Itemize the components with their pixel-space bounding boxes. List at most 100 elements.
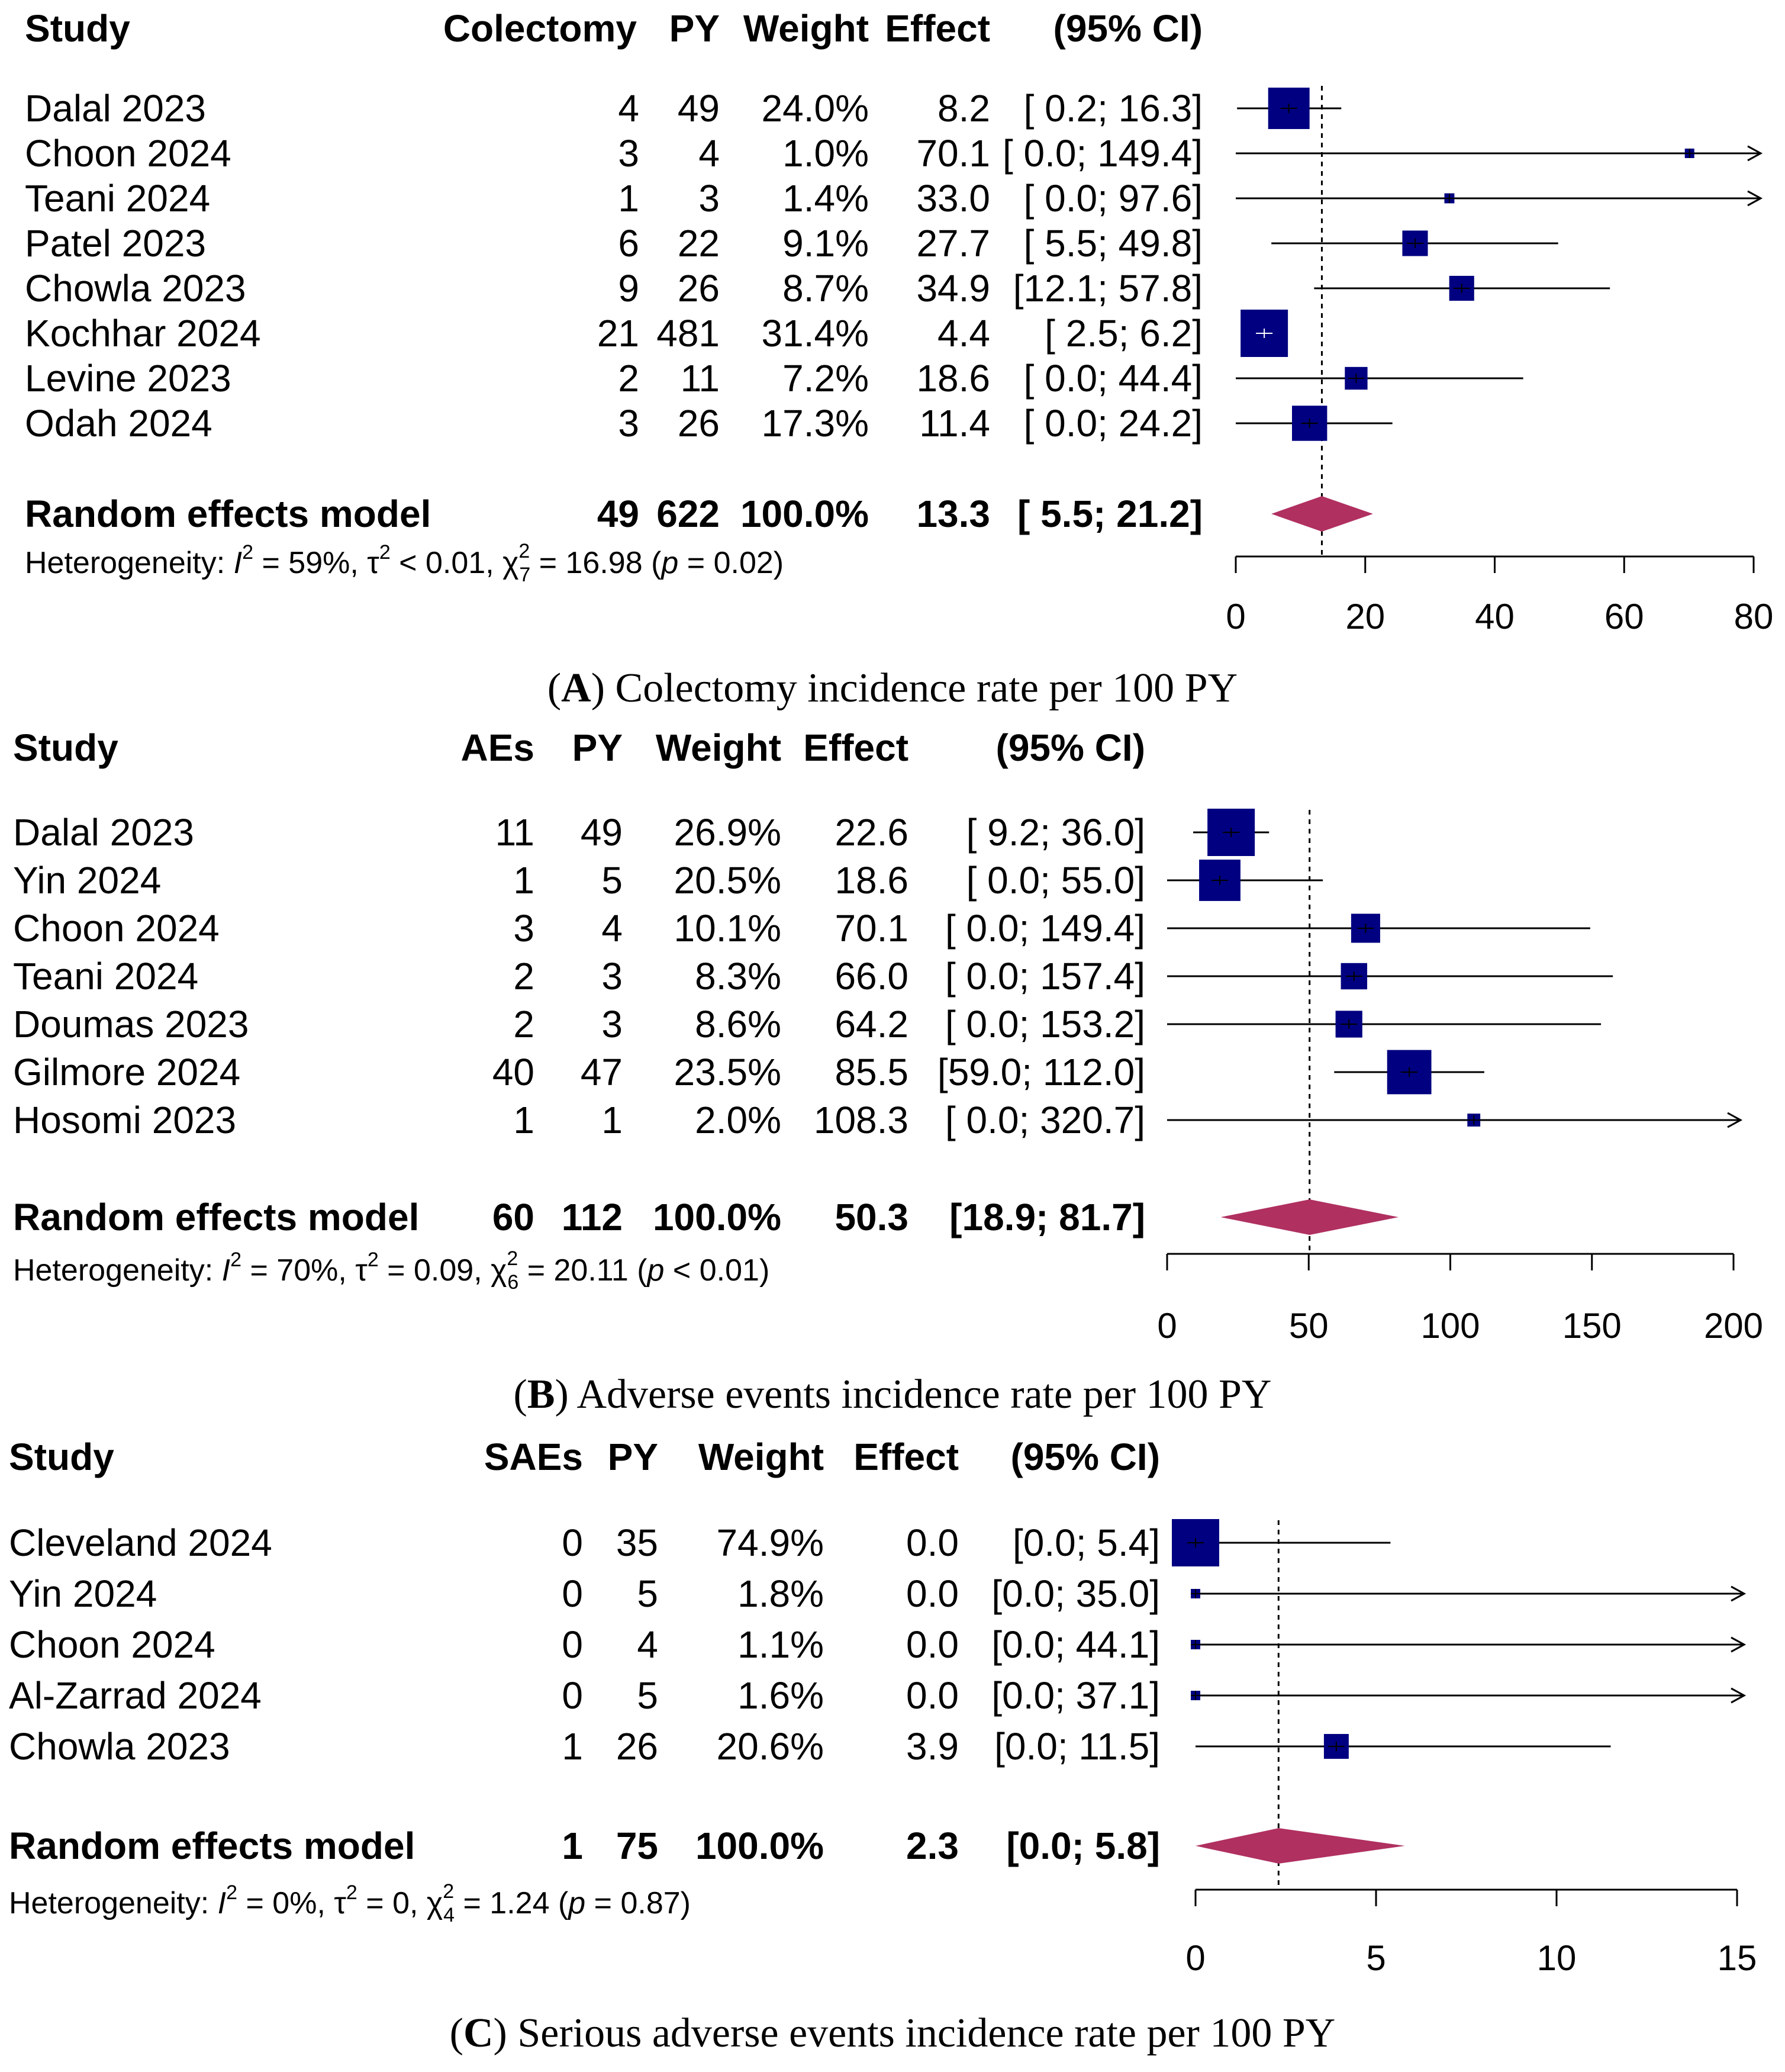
table-row: Odah 2024 3 26 17.3% 11.4 [ 0.0; 24.2] <box>25 402 1393 445</box>
study-name: Gilmore 2024 <box>13 1051 240 1093</box>
ci-value: [ 2.5; 6.2] <box>1045 312 1203 355</box>
weight-value: 20.6% <box>717 1725 824 1768</box>
effect-value: 22.6 <box>834 811 908 854</box>
events-value: 3 <box>618 132 639 175</box>
weight-value: 2.0% <box>695 1099 781 1141</box>
py-value: 26 <box>678 402 720 445</box>
forest-panel-c: Study SAEs PY Weight Effect (95% CI) Cleveland… <box>9 1436 1757 2056</box>
weight-value: 8.3% <box>695 955 781 998</box>
panel-caption: (A) Colectomy incidence rate per 100 PY <box>547 665 1238 711</box>
py-value: 3 <box>601 955 623 998</box>
ci-value: [0.0; 11.5] <box>994 1725 1160 1768</box>
x-tick-label: 0 <box>1157 1306 1177 1346</box>
study-name: Yin 2024 <box>9 1572 157 1615</box>
py-value: 5 <box>637 1572 658 1615</box>
table-row: Choon 2024 3 4 1.0% 70.1 [ 0.0; 149.4] <box>25 132 1763 175</box>
study-name: Chowla 2023 <box>25 267 246 310</box>
pooled-events: 1 <box>562 1825 583 1867</box>
header-effect: Effect <box>803 726 908 769</box>
ci-arrow <box>1747 145 1763 162</box>
pooled-label: Random effects model <box>25 493 431 535</box>
table-row: Dalal 2023 11 49 26.9% 22.6 [ 9.2; 36.0] <box>13 809 1270 856</box>
study-name: Hosomi 2023 <box>13 1099 236 1141</box>
header-events: Colectomy <box>443 7 637 50</box>
events-value: 2 <box>513 955 534 998</box>
table-row: Yin 2024 1 5 20.5% 18.6 [ 0.0; 55.0] <box>13 859 1323 902</box>
weight-value: 24.0% <box>762 87 869 130</box>
heterogeneity-text: Heterogeneity: I2 = 59%, τ2 < 0.01, χ2 7 … <box>25 540 784 586</box>
events-value: 2 <box>513 1003 534 1045</box>
events-value: 11 <box>495 811 534 854</box>
weight-value: 1.1% <box>737 1623 824 1666</box>
pooled-py: 112 <box>562 1196 623 1238</box>
pooled-weight: 100.0% <box>695 1825 824 1867</box>
py-value: 4 <box>698 132 720 175</box>
header-effect: Effect <box>885 7 990 50</box>
pooled-py: 75 <box>616 1825 658 1867</box>
weight-value: 1.4% <box>782 177 869 220</box>
header-ci: (95% CI) <box>1011 1436 1161 1478</box>
pooled-label: Random effects model <box>9 1825 415 1867</box>
ci-value: [ 0.0; 149.4] <box>945 907 1145 950</box>
py-value: 11 <box>681 357 720 400</box>
weight-value: 20.5% <box>674 859 781 902</box>
effect-value: 0.0 <box>906 1623 959 1666</box>
events-value: 21 <box>597 312 639 355</box>
effect-value: 3.9 <box>906 1725 959 1768</box>
ci-arrow <box>1747 190 1763 207</box>
ci-arrow <box>1731 1687 1747 1704</box>
effect-value: 0.0 <box>906 1521 959 1564</box>
effect-value: 64.2 <box>834 1003 908 1045</box>
weight-value: 31.4% <box>762 312 869 355</box>
weight-value: 10.1% <box>674 907 781 950</box>
panel-caption: (B) Adverse events incidence rate per 10… <box>514 1372 1272 1417</box>
table-row: Patel 2023 6 22 9.1% 27.7 [ 5.5; 49.8] <box>25 222 1558 265</box>
pooled-effect: 13.3 <box>916 493 990 535</box>
pooled-ci: [ 5.5; 21.2] <box>1017 493 1203 535</box>
py-value: 1 <box>601 1099 623 1141</box>
pooled-events: 60 <box>492 1196 534 1238</box>
x-tick-label: 5 <box>1366 1938 1386 1978</box>
header-py: PY <box>572 726 623 769</box>
effect-value: 70.1 <box>834 907 908 950</box>
events-value: 1 <box>513 859 534 902</box>
x-tick-label: 0 <box>1185 1938 1205 1978</box>
events-value: 9 <box>618 267 639 310</box>
py-value: 5 <box>637 1674 658 1717</box>
effect-value: 27.7 <box>916 222 990 265</box>
table-row: Hosomi 2023 1 1 2.0% 108.3 [ 0.0; 320.7] <box>13 1099 1743 1141</box>
events-value: 1 <box>513 1099 534 1141</box>
events-value: 1 <box>562 1725 583 1768</box>
pooled-weight: 100.0% <box>653 1196 781 1238</box>
py-value: 47 <box>581 1051 623 1093</box>
events-value: 0 <box>562 1521 583 1564</box>
pooled-ci: [0.0; 5.8] <box>1006 1825 1160 1867</box>
effect-value: 33.0 <box>916 177 990 220</box>
ci-value: [0.0; 37.1] <box>991 1674 1160 1717</box>
header-events: SAEs <box>484 1436 583 1478</box>
effect-value: 4.4 <box>937 312 990 355</box>
py-value: 5 <box>601 859 623 902</box>
heterogeneity-text: Heterogeneity: I2 = 0%, τ2 = 0, χ2 4 = 1.… <box>9 1880 691 1926</box>
x-tick-label: 50 <box>1289 1306 1329 1346</box>
ci-value: [0.0; 35.0] <box>991 1572 1160 1615</box>
events-value: 1 <box>618 177 639 220</box>
ci-value: [12.1; 57.8] <box>1013 267 1203 310</box>
effect-value: 11.4 <box>919 402 990 445</box>
effect-value: 70.1 <box>916 132 990 175</box>
x-tick-label: 100 <box>1420 1306 1480 1346</box>
table-row: Yin 2024 0 5 1.8% 0.0 [0.0; 35.0] <box>9 1572 1747 1615</box>
weight-value: 1.0% <box>782 132 869 175</box>
study-name: Doumas 2023 <box>13 1003 249 1045</box>
header-study: Study <box>13 726 118 769</box>
ci-value: [ 9.2; 36.0] <box>966 811 1145 854</box>
weight-value: 7.2% <box>782 357 869 400</box>
header-weight: Weight <box>743 7 869 50</box>
effect-value: 18.6 <box>916 357 990 400</box>
py-value: 481 <box>656 312 720 355</box>
pooled-effect: 2.3 <box>906 1825 959 1867</box>
header-study: Study <box>25 7 130 50</box>
table-row: Gilmore 2024 40 47 23.5% 85.5 [59.0; 112.0] <box>13 1050 1484 1095</box>
table-row: Choon 2024 0 4 1.1% 0.0 [0.0; 44.1] <box>9 1623 1747 1666</box>
x-tick-label: 10 <box>1537 1938 1577 1978</box>
